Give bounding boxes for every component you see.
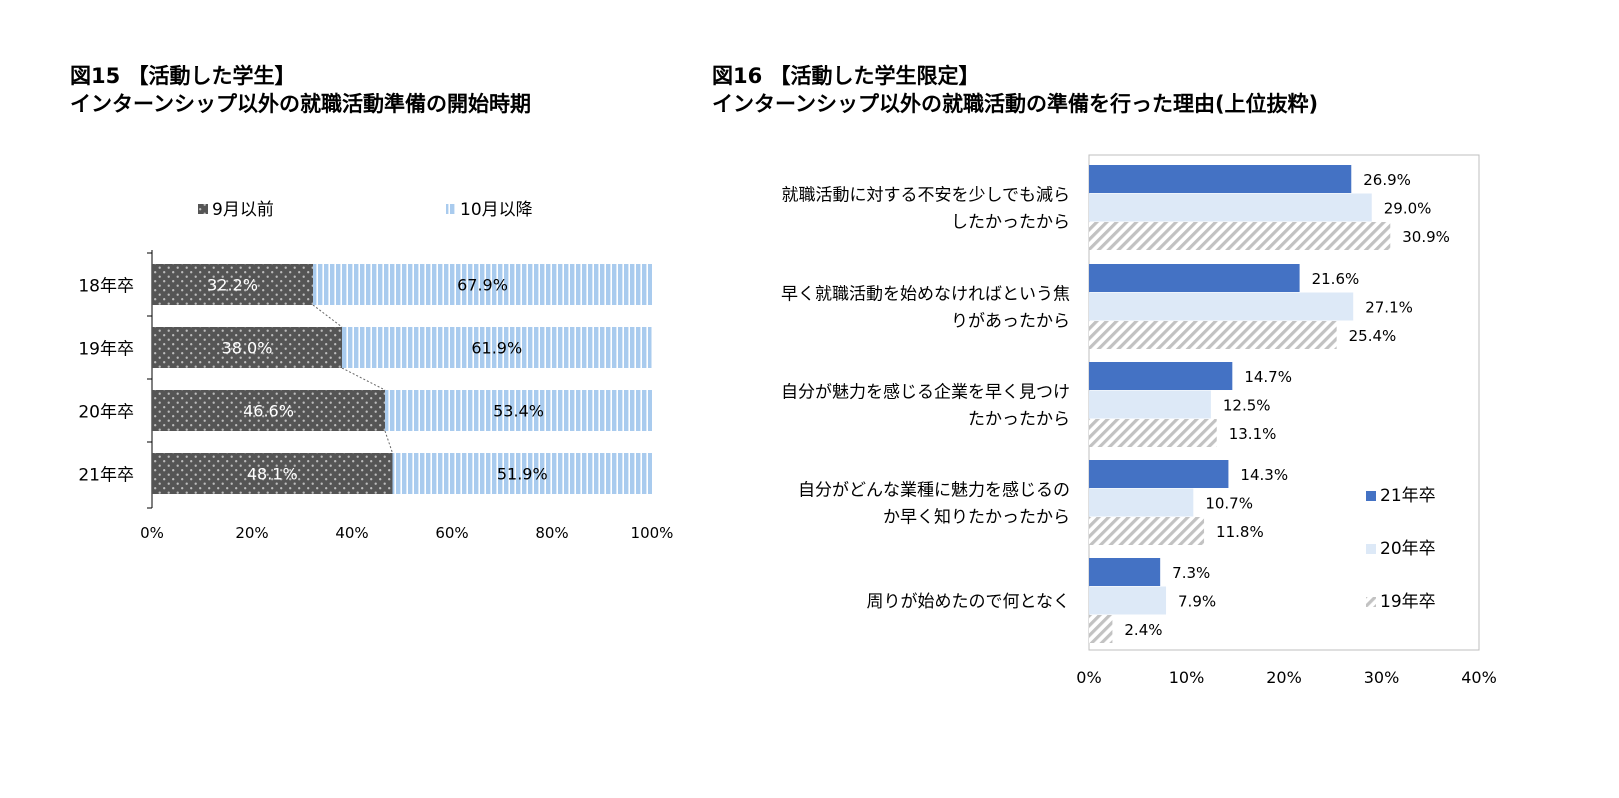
chart1-bar-segment <box>152 264 313 305</box>
chart1-x-tick-label: 20% <box>235 524 268 542</box>
chart2-data-label: 14.7% <box>1244 368 1292 386</box>
chart1-data-label: 67.9% <box>457 276 508 295</box>
chart1-data-label: 48.1% <box>247 465 298 484</box>
chart2-data-label: 21.6% <box>1312 270 1360 288</box>
chart2-x-tick-label: 20% <box>1266 668 1302 687</box>
chart2-bar <box>1089 165 1352 193</box>
chart1-connector-line <box>341 367 386 391</box>
chart1-x-tick-label: 80% <box>535 524 568 542</box>
chart1-bar-segment <box>342 327 652 368</box>
chart2-bar <box>1089 321 1337 349</box>
chart2-bar <box>1089 292 1354 321</box>
chart2-data-label: 7.9% <box>1178 593 1216 611</box>
chart1-data-label: 51.9% <box>497 465 548 484</box>
chart2-data-label: 11.8% <box>1216 523 1264 541</box>
chart2-legend-label-1: 21年卒 <box>1380 486 1436 506</box>
chart2-category-label: りがあったから <box>951 312 1070 332</box>
chart1-title-line1: 図15 【活動した学生】 <box>70 64 296 88</box>
chart2-bar <box>1089 517 1205 545</box>
chart1-title-line2: インターンシップ以外の就職活動準備の開始時期 <box>70 92 531 116</box>
chart1: 9月以前 10月以降 32.2% 67.9% 18年卒 38.0% 61.9% 19年卒 46.… <box>78 200 673 542</box>
chart1-legend-swatch-1 <box>198 204 208 214</box>
chart2-bar <box>1089 558 1161 586</box>
chart2-x-tick-label: 40% <box>1461 668 1497 687</box>
chart1-bar-segment <box>152 453 393 494</box>
chart1-bar-segment <box>152 390 385 431</box>
chart2-data-label: 25.4% <box>1349 327 1397 345</box>
chart1-data-label: 53.4% <box>493 402 544 421</box>
chart1-bar-segment <box>385 390 652 431</box>
chart1-legend-label-1: 9月以前 <box>212 200 274 220</box>
chart1-bar-segment <box>313 264 652 305</box>
chart1-x-tick-label: 100% <box>631 524 674 542</box>
chart1-category-label: 21年卒 <box>78 466 134 486</box>
chart2-title: 図16 【活動した学生限定】 インターンシップ以外の就職活動の準備を行った理由(… <box>712 62 1318 118</box>
chart1-connector-line <box>312 304 343 328</box>
chart2-category-label: 周りが始めたので何となく <box>867 592 1071 612</box>
chart2-data-label: 12.5% <box>1223 397 1271 415</box>
chart2-data-label: 27.1% <box>1365 299 1413 317</box>
chart2-legend-label-3: 19年卒 <box>1380 592 1436 612</box>
chart2-x-tick-label: 10% <box>1169 668 1205 687</box>
chart2-bar <box>1089 264 1300 292</box>
chart1-data-label: 38.0% <box>222 339 273 358</box>
chart2-data-label: 14.3% <box>1240 466 1288 484</box>
chart2-data-label: 30.9% <box>1402 228 1450 246</box>
chart2-category-label: 自分がどんな業種に魅力を感じるの <box>798 481 1070 501</box>
chart1-bar-segment <box>392 453 652 494</box>
chart2-bar <box>1089 586 1167 615</box>
chart2-category-label: 就職活動に対する不安を少しでも減ら <box>782 186 1071 206</box>
chart2-legend-swatch-1 <box>1366 491 1376 501</box>
chart2-title-line2: インターンシップ以外の就職活動の準備を行った理由(上位抜粋) <box>712 92 1319 116</box>
chart1-data-label: 61.9% <box>471 339 522 358</box>
chart2-data-label: 29.0% <box>1384 200 1432 218</box>
chart2-data-label: 26.9% <box>1363 171 1411 189</box>
chart2-category-label: たかったから <box>968 410 1070 430</box>
chart2-bar <box>1089 488 1194 517</box>
chart2-title-line1: 図16 【活動した学生限定】 <box>712 64 980 88</box>
chart2-bar <box>1089 193 1372 222</box>
chart2-category-label: したかったから <box>951 213 1070 233</box>
chart1-category-label: 20年卒 <box>78 403 134 423</box>
chart1-legend-label-2: 10月以降 <box>460 200 533 220</box>
chart1-category-label: 18年卒 <box>78 277 134 297</box>
chart2-legend-label-2: 20年卒 <box>1380 539 1436 559</box>
chart1-x-tick-label: 60% <box>435 524 468 542</box>
chart2-x-tick-label: 0% <box>1076 668 1101 687</box>
chart1-title: 図15 【活動した学生】 インターンシップ以外の就職活動準備の開始時期 <box>70 62 531 118</box>
chart2-bar <box>1089 615 1113 643</box>
chart2-legend-swatch-2 <box>1366 544 1376 554</box>
chart2-bar <box>1089 419 1217 447</box>
chart2-x-tick-label: 30% <box>1364 668 1400 687</box>
chart2-category-label: 自分が魅力を感じる企業を早く見つけ <box>781 383 1070 403</box>
chart1-category-label: 19年卒 <box>78 340 134 360</box>
chart2-data-label: 13.1% <box>1229 425 1277 443</box>
chart1-data-label: 32.2% <box>207 276 258 295</box>
chart1-x-tick-label: 40% <box>335 524 368 542</box>
chart2-bar <box>1089 390 1211 419</box>
chart1-connector-line <box>384 430 393 454</box>
chart2-data-label: 7.3% <box>1172 564 1210 582</box>
chart2-bar <box>1089 362 1233 390</box>
chart2-category-label: か早く知りたかったから <box>883 508 1070 528</box>
chart1-legend-swatch-2 <box>446 204 456 214</box>
chart2-bar <box>1089 222 1391 250</box>
chart2-category-label: 早く就職活動を始めなければという焦 <box>781 285 1070 305</box>
chart1-bar-segment <box>152 327 342 368</box>
chart2-legend-swatch-3 <box>1366 597 1376 607</box>
chart2-data-label: 2.4% <box>1124 621 1162 639</box>
chart1-x-tick-label: 0% <box>140 524 164 542</box>
chart2-bar <box>1089 460 1229 488</box>
chart2-data-label: 10.7% <box>1205 495 1253 513</box>
chart1-data-label: 46.6% <box>243 402 294 421</box>
